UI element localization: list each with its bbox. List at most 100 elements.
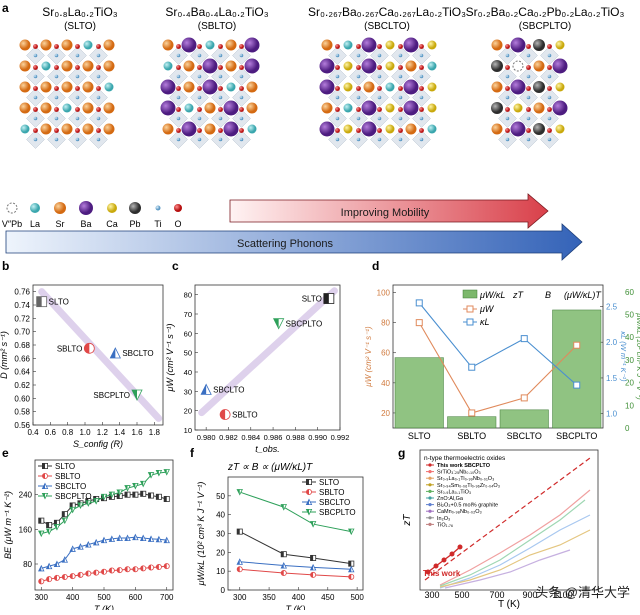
data-point — [468, 409, 476, 417]
o-atom — [505, 44, 510, 49]
a-site-atom — [205, 40, 215, 50]
o-atom — [377, 128, 382, 133]
o-atom — [75, 44, 80, 49]
tick-label: 500 — [454, 590, 469, 600]
a-site-atom — [246, 102, 258, 114]
o-atom — [377, 107, 382, 112]
point-label: SBLTO — [57, 344, 83, 353]
chart-d-legend: μW/κL zT B (μW/κL)T μW κL — [462, 289, 602, 327]
a-site-atom — [162, 39, 174, 51]
legend-label: zT — [512, 290, 525, 300]
data-point — [520, 394, 528, 402]
ti-atom — [176, 53, 181, 58]
tick-label: 500 — [97, 593, 111, 602]
o-atom — [398, 128, 403, 133]
axis-label-x: S_config (R) — [73, 439, 123, 449]
marker-half — [306, 489, 309, 495]
tick-label: 160 — [19, 525, 33, 534]
marker-half — [42, 463, 45, 469]
structure-formula: Sr₀.₄Ba₀.₄La₀.₂TiO₃ — [165, 5, 268, 19]
structure-formula: Sr₀.₈La₀.₂TiO₃ — [42, 5, 117, 19]
marker-half — [306, 479, 309, 485]
ti-atom — [75, 137, 80, 142]
data-point — [415, 299, 423, 307]
o-atom — [218, 128, 223, 133]
ti-atom — [335, 53, 340, 58]
ti-atom — [398, 116, 403, 121]
trend-line — [424, 457, 591, 581]
a-site-atom — [491, 81, 503, 93]
chart-c: 0.980 0.982 0.984 0.986 0.988 0.990 0.992 10 20 3… — [165, 284, 349, 454]
marker-half — [148, 564, 152, 571]
tick-label: 10 — [184, 426, 192, 435]
a-site-atom — [19, 39, 31, 51]
marker-half — [101, 494, 104, 500]
ti-atom — [239, 74, 244, 79]
ti-atom — [356, 74, 361, 79]
marker-half — [164, 537, 167, 543]
o-atom — [33, 44, 38, 49]
marker-half — [70, 502, 73, 509]
tick-label: 20 — [216, 548, 225, 557]
ba-atom-icon — [79, 201, 93, 215]
marker-half — [93, 539, 97, 545]
ti-atom — [526, 95, 531, 100]
axis-label-y3: μW/κL (10² cm³ K J⁻¹ V⁻¹) — [635, 312, 640, 400]
marker-half — [93, 570, 97, 576]
tick-label: 30 — [625, 356, 634, 365]
tick-label: 400 — [66, 593, 80, 602]
marker-half — [140, 491, 144, 497]
improving-mobility-arrow: Improving Mobility — [229, 193, 549, 229]
category-label: SBCLTO — [507, 431, 542, 441]
tick-label: 60 — [625, 288, 634, 297]
legend-label: Sr₀.₉₄Sm₀.₀₆Ti₀.₉₆Zr₀.₀₄O₃ — [437, 483, 500, 489]
legend-label: Pb — [129, 219, 140, 229]
o-atom — [547, 65, 552, 70]
axis-label-y: μW (cm² V⁻¹ s⁻¹) — [165, 324, 175, 393]
o-atom — [197, 65, 202, 70]
a-site-atom — [181, 37, 197, 53]
ti-atom — [54, 95, 59, 100]
o-atom — [356, 107, 361, 112]
ti-atom — [547, 137, 552, 142]
marker-half — [348, 561, 352, 567]
marker-half — [201, 384, 207, 395]
tick-label: 10 — [216, 567, 225, 576]
a-site-atom — [202, 79, 218, 95]
tick-label: 20 — [625, 379, 634, 388]
panel-letter: f — [190, 446, 195, 460]
o-atom — [54, 65, 59, 70]
tick-label: 60 — [184, 329, 192, 338]
legend-label: SLTO — [55, 462, 75, 471]
o-atom — [547, 128, 552, 133]
marker-half — [70, 573, 73, 579]
a-site-atom — [162, 123, 174, 135]
marker-half — [140, 565, 144, 571]
marker-half — [93, 498, 97, 504]
legend-label: B — [545, 290, 551, 300]
a-site-atom — [403, 100, 419, 116]
legend-marker — [428, 509, 432, 513]
ti-atom — [33, 95, 38, 100]
panel-letter: b — [2, 259, 9, 273]
o-atom — [419, 107, 424, 112]
o-atom — [547, 44, 552, 49]
ti-atom — [96, 116, 101, 121]
a-site-atom — [533, 102, 545, 114]
ti-atom — [96, 137, 101, 142]
structure-abbr: (SBCLTO) — [364, 21, 410, 32]
a-site-atom — [223, 100, 239, 116]
a-site-atom — [343, 61, 353, 71]
o-atom — [96, 86, 101, 91]
a-site-atom — [82, 102, 94, 114]
marker-half — [38, 531, 42, 537]
o-atom — [398, 44, 403, 49]
o-atom — [176, 128, 181, 133]
this-work-label: This work — [423, 569, 461, 578]
ti-atom — [176, 137, 181, 142]
marker-half — [62, 518, 65, 524]
axis-label-y: BE (μW m⁻¹ K⁻²) — [3, 491, 13, 559]
series-line-muw — [418, 322, 578, 414]
a-site-atom — [82, 81, 94, 93]
ti-atom — [419, 137, 424, 142]
